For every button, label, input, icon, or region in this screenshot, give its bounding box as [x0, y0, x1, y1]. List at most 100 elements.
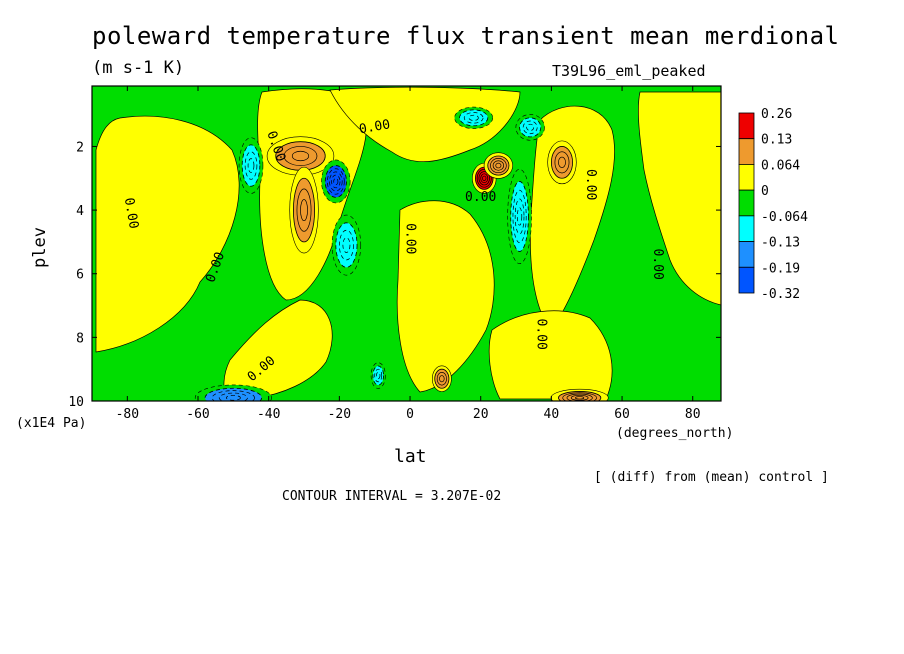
contour-label: 0.00: [403, 223, 418, 254]
y-tick-label: 6: [76, 268, 84, 283]
contour-line: [482, 175, 487, 181]
contour-label: 0.00: [358, 117, 391, 137]
contour-extremum: [293, 177, 316, 243]
x-tick-label: 60: [614, 407, 630, 422]
colorbar: 0.26 0.13 0.064 0 -0.064 -0.13 -0.19 -0.32: [738, 107, 808, 302]
colorbar-swatch: [738, 164, 755, 191]
x-axis-unit: (degrees_north): [616, 426, 734, 441]
colorbar-label: 0.13: [761, 133, 792, 148]
colorbar-label: 0: [761, 184, 769, 199]
contour-extremum: [241, 144, 261, 187]
contour-interval: CONTOUR INTERVAL = 3.207E-02: [282, 489, 502, 504]
contour-line: [376, 372, 381, 380]
contour-features: [194, 106, 609, 401]
contour-line: [495, 162, 502, 169]
contour-line: [283, 146, 318, 166]
chart-title: poleward temperature flux transient mean…: [92, 22, 840, 50]
experiment-name: T39L96_eml_peaked: [552, 62, 706, 80]
contour-line: [296, 188, 312, 232]
x-tick-label: -60: [186, 407, 209, 422]
x-tick-label: -40: [257, 407, 280, 422]
contour-line: [512, 189, 527, 244]
colorbar-label: -0.19: [761, 261, 800, 276]
contour-line: [291, 150, 310, 162]
x-axis-label: lat: [394, 446, 427, 467]
diff-note: [ (diff) from (mean) control ]: [594, 470, 829, 485]
contour-line: [522, 120, 538, 135]
y-tick-label: 4: [76, 204, 84, 219]
contour-region: [638, 91, 721, 306]
contour-region: [95, 115, 240, 353]
colorbar-swatch: [738, 138, 755, 165]
plot-frame: [91, 85, 722, 402]
x-tick-label: 0: [406, 407, 414, 422]
contour-line: [480, 173, 489, 184]
contour-line: [333, 177, 339, 185]
contour-line: [339, 229, 354, 261]
contour-line: [436, 372, 447, 386]
contour-line: [342, 237, 351, 253]
x-tick-label: -20: [328, 407, 351, 422]
contour-extremum: [204, 387, 263, 401]
contour-line: [570, 394, 589, 401]
colorbar-label: -0.13: [761, 236, 800, 251]
x-axis: -80 -60 -40 -20 0 20 40 60 80: [116, 86, 701, 422]
contour-line: [526, 123, 535, 131]
contour-label: 0.00: [121, 197, 141, 230]
contour-line: [554, 151, 570, 174]
contour-region: [329, 86, 521, 163]
contour-labels: 0.000.000.000.000.000.000.000.000.000.00: [121, 117, 665, 385]
colorbar-label: 0.26: [761, 107, 792, 122]
contour-label: 0.00: [650, 249, 665, 280]
contour-line: [490, 158, 507, 174]
y-axis: 2 4 6 8 10: [68, 140, 721, 410]
colorbar-swatch: [738, 189, 755, 217]
contour-line: [492, 160, 505, 171]
y-tick-label: 8: [76, 331, 84, 346]
y-tick-label: 10: [68, 395, 84, 410]
contour-line: [558, 156, 566, 169]
colorbar-label: 0.064: [761, 158, 800, 173]
contour-line: [476, 169, 492, 188]
x-tick-label: 40: [544, 407, 560, 422]
x-tick-label: 20: [473, 407, 489, 422]
colorbar-swatch: [738, 215, 755, 242]
contour-line: [517, 207, 523, 226]
plot-area: 0.000.000.000.000.000.000.000.000.000.00…: [68, 85, 722, 422]
contour-line: [575, 396, 585, 400]
y-axis-unit: (x1E4 Pa): [16, 416, 87, 431]
contour-line: [329, 171, 343, 192]
contour-label: 0.00: [533, 319, 548, 350]
contour-line: [218, 392, 248, 401]
contour-line: [326, 168, 345, 195]
contour-line: [300, 199, 308, 222]
filled-contours: [95, 86, 721, 400]
contour-line: [566, 393, 593, 401]
contour-line: [247, 158, 255, 173]
contour-extremum: [487, 155, 510, 176]
contour-extremum: [550, 146, 573, 179]
x-tick-label: -80: [116, 407, 139, 422]
colorbar-swatch: [738, 112, 755, 140]
contour-line: [514, 198, 525, 235]
contour-extremum: [335, 222, 358, 268]
contour-line: [463, 112, 484, 124]
x-tick-label: 80: [685, 407, 701, 422]
y-axis-label: plev: [30, 227, 50, 268]
chart-units: (m s-1 K): [92, 58, 185, 78]
contour-line: [478, 171, 490, 186]
contour-region: [396, 200, 495, 393]
contour-label: 0.00: [583, 169, 598, 200]
contour-line: [439, 375, 445, 383]
contour-line: [562, 392, 597, 401]
colorbar-swatch: [738, 266, 755, 294]
y-tick-label: 2: [76, 140, 84, 155]
contour-line: [211, 390, 255, 401]
colorbar-label: -0.064: [761, 210, 808, 225]
contour-line: [244, 151, 258, 180]
colorbar-swatch: [738, 241, 755, 268]
colorbar-label: -0.32: [761, 287, 800, 302]
contour-extremum: [558, 391, 602, 401]
contour-region: [488, 310, 613, 400]
